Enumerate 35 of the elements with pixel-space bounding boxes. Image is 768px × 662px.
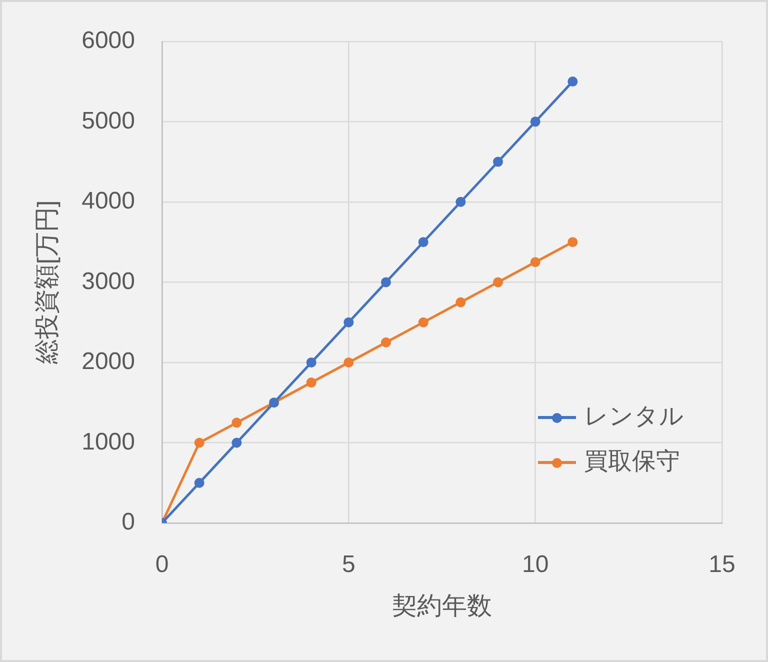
y-tick-label: 2000	[82, 348, 135, 376]
point	[456, 297, 466, 308]
point	[530, 116, 540, 127]
point	[568, 76, 578, 87]
y-tick-label: 3000	[82, 268, 135, 295]
point	[344, 317, 354, 328]
point	[344, 357, 354, 368]
y-tick-label: 0	[122, 508, 135, 536]
point	[232, 418, 242, 428]
y-tick-label: 6000	[82, 27, 135, 54]
point	[306, 378, 316, 388]
y-tick-label: 4000	[82, 188, 135, 215]
point	[530, 257, 540, 268]
legend-label: レンタル	[584, 403, 684, 432]
point	[381, 337, 391, 348]
point	[493, 156, 503, 167]
point	[418, 237, 428, 248]
x-tick-label: 15	[708, 551, 736, 578]
point	[306, 357, 316, 368]
x-tick-label: 10	[522, 551, 549, 578]
legend-label: 買取保守	[584, 448, 680, 477]
point	[493, 277, 503, 288]
point	[568, 237, 578, 248]
point	[418, 317, 428, 328]
x-axis-title: 契約年数	[392, 592, 492, 620]
point	[381, 277, 391, 288]
y-tick-label: 1000	[82, 428, 135, 456]
point	[194, 478, 204, 488]
point	[456, 196, 466, 207]
y-axis-title: 総投資額[万円]	[32, 200, 61, 366]
y-tick-label: 5000	[82, 107, 135, 134]
x-tick-label: 5	[342, 551, 356, 578]
x-tick-label: 0	[155, 551, 169, 578]
point	[194, 438, 204, 448]
point	[232, 438, 242, 448]
